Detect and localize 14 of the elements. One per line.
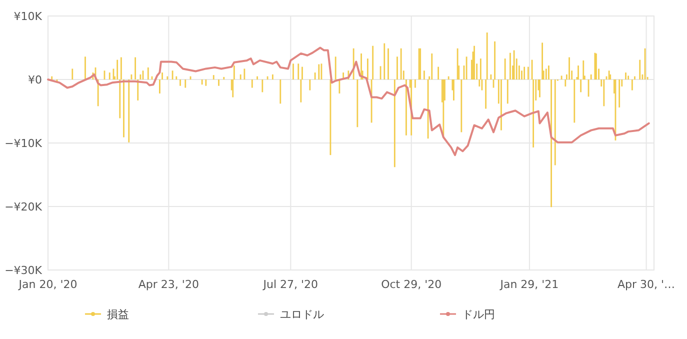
legend-label: ユロドル — [280, 308, 324, 321]
x-tick-label: Apr 23, '20 — [138, 278, 199, 291]
legend-label: ドル円 — [462, 308, 495, 321]
legend-label: 損益 — [107, 308, 129, 321]
y-tick-label: ¥10K — [14, 10, 43, 23]
y-tick-label: −¥20K — [4, 200, 43, 214]
x-tick-label: Jan 20, '20 — [18, 278, 78, 291]
x-tick-label: Oct 29, '20 — [381, 278, 442, 291]
x-tick-label: Jan 29, '21 — [499, 278, 559, 291]
y-tick-label: ¥0 — [28, 74, 42, 86]
x-tick-label: Apr 30, '… — [618, 278, 676, 291]
y-tick-label: −¥30K — [4, 264, 43, 277]
y-tick-label: −¥10K — [4, 137, 43, 150]
x-tick-label: Jul 27, '20 — [262, 278, 318, 291]
